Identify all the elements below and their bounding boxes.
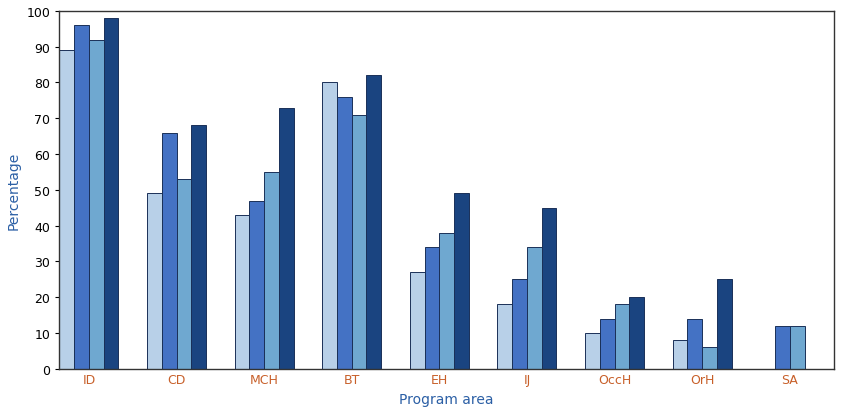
Bar: [74, 26, 89, 369]
Bar: [790, 326, 805, 369]
Bar: [410, 273, 425, 369]
Bar: [264, 173, 279, 369]
Bar: [103, 19, 119, 369]
Bar: [615, 304, 629, 369]
Bar: [177, 180, 191, 369]
Bar: [687, 319, 702, 369]
Bar: [279, 108, 294, 369]
Bar: [337, 97, 352, 369]
Bar: [512, 280, 527, 369]
Bar: [161, 133, 177, 369]
Bar: [425, 247, 439, 369]
Bar: [498, 304, 512, 369]
X-axis label: Program area: Program area: [399, 392, 494, 406]
Bar: [600, 319, 615, 369]
Bar: [527, 247, 542, 369]
Bar: [322, 83, 337, 369]
Bar: [542, 208, 557, 369]
Y-axis label: Percentage: Percentage: [7, 151, 21, 229]
Bar: [191, 126, 206, 369]
Bar: [673, 340, 687, 369]
Bar: [717, 280, 732, 369]
Bar: [60, 51, 74, 369]
Bar: [147, 194, 161, 369]
Bar: [439, 233, 454, 369]
Bar: [775, 326, 790, 369]
Bar: [585, 333, 600, 369]
Bar: [367, 76, 381, 369]
Bar: [250, 201, 264, 369]
Bar: [352, 115, 367, 369]
Bar: [454, 194, 468, 369]
Bar: [235, 215, 250, 369]
Bar: [89, 40, 103, 369]
Bar: [702, 347, 717, 369]
Bar: [629, 297, 644, 369]
